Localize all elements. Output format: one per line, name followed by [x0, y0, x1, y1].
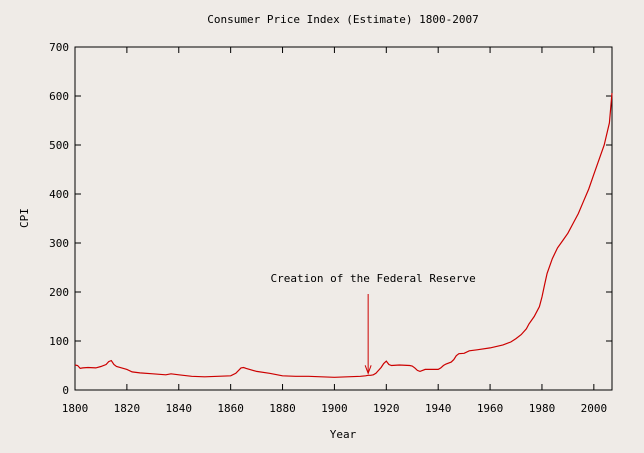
x-tick-label: 2000 [581, 402, 608, 415]
annotation-group: Creation of the Federal Reserve [270, 272, 476, 375]
plot-frame [74, 46, 613, 391]
x-tick-label: 1900 [321, 402, 348, 415]
annotation-label: Creation of the Federal Reserve [270, 272, 475, 285]
chart-title: Consumer Price Index (Estimate) 1800-200… [207, 13, 479, 26]
y-tick-label: 0 [62, 384, 69, 397]
y-axis-label: CPI [18, 208, 31, 228]
y-tick-label: 600 [49, 90, 69, 103]
x-axis-ticks: 1800 1820 1840 1860 1880 1900 1920 1940 1960 1980… [62, 47, 607, 415]
y-tick-label: 200 [49, 286, 69, 299]
x-tick-label: 1940 [425, 402, 452, 415]
x-tick-label: 1920 [373, 402, 400, 415]
x-tick-label: 1980 [529, 402, 556, 415]
y-tick-label: 500 [49, 139, 69, 152]
y-tick-label: 700 [49, 41, 69, 54]
x-tick-label: 1800 [62, 402, 89, 415]
y-tick-label: 300 [49, 237, 69, 250]
x-axis-label: Year [330, 428, 357, 441]
x-tick-label: 1880 [269, 402, 296, 415]
x-tick-label: 1860 [217, 402, 244, 415]
y-tick-label: 400 [49, 188, 69, 201]
y-tick-label: 100 [49, 335, 69, 348]
y-axis-ticks: 0 100 200 300 400 500 600 700 [49, 41, 612, 397]
cpi-series-line [74, 93, 613, 378]
annotation-arrow-head [364, 365, 372, 375]
x-tick-label: 1960 [477, 402, 504, 415]
x-tick-label: 1840 [166, 402, 193, 415]
x-tick-label: 1820 [114, 402, 141, 415]
